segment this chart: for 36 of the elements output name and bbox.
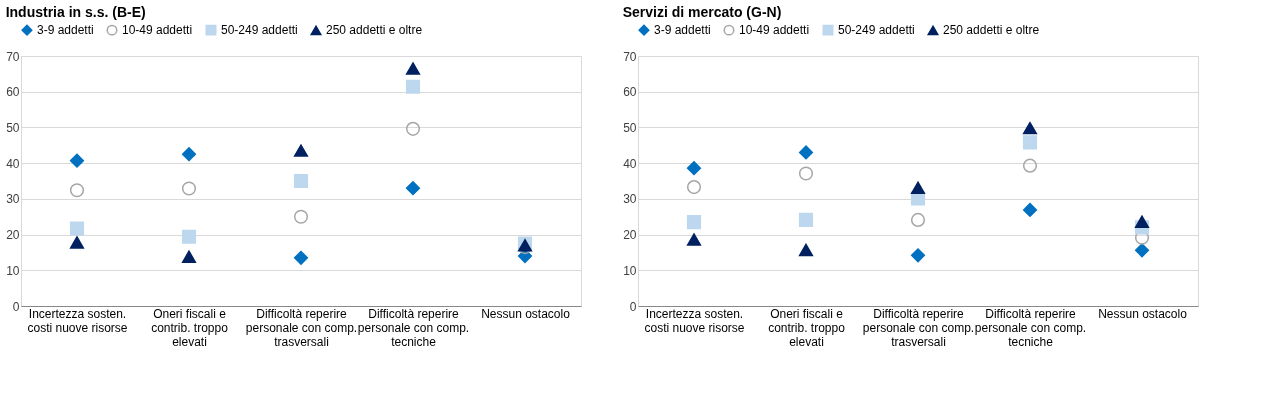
x-tick-label: Oneri fiscali e contrib. troppo elevati <box>151 306 229 349</box>
y-tick-label: 70 <box>623 49 637 64</box>
x-tick-label: Difficoltà reperire personale con comp. tecniche <box>357 306 470 349</box>
x-tick-label: Incertezza sosten. costi nuove risorse <box>644 306 745 335</box>
y-tick-label: 60 <box>6 85 20 100</box>
legend-label: 10-49 addetti <box>739 23 810 38</box>
y-tick-label: 60 <box>623 85 637 100</box>
y-tick-label: 70 <box>6 49 20 64</box>
y-tick-label: 0 <box>12 299 20 314</box>
y-tick-label: 20 <box>6 228 20 243</box>
legend-label: 3-9 addetti <box>37 23 94 38</box>
y-tick-label: 50 <box>623 120 637 135</box>
y-tick-label: 20 <box>623 228 637 243</box>
chart-title: Servizi di mercato (G-N) <box>622 4 782 20</box>
y-tick-label: 30 <box>623 192 637 207</box>
legend-label: 10-49 addetti <box>122 23 193 38</box>
legend-label: 250 addetti e oltre <box>326 23 423 38</box>
y-tick-label: 50 <box>6 120 20 135</box>
legend-label: 50-249 addetti <box>221 23 298 38</box>
y-tick-label: 40 <box>623 156 637 171</box>
y-tick-label: 40 <box>6 156 20 171</box>
legend-label: 3-9 addetti <box>654 23 711 38</box>
y-tick-label: 0 <box>629 299 637 314</box>
legend-label: 50-249 addetti <box>838 23 915 38</box>
x-tick-label: Oneri fiscali e contrib. troppo elevati <box>768 306 846 349</box>
x-tick-label: Difficoltà reperire personale con comp. trasversali <box>862 306 975 349</box>
y-tick-label: 30 <box>6 192 20 207</box>
x-tick-label: Nessun ostacolo <box>481 306 571 321</box>
chart-title: Industria in s.s. (B-E) <box>5 4 146 20</box>
x-tick-label: Incertezza sosten. costi nuove risorse <box>27 306 128 335</box>
x-tick-label: Difficoltà reperire personale con comp. tecniche <box>974 306 1087 349</box>
y-tick-label: 10 <box>623 263 637 278</box>
x-tick-label: Nessun ostacolo <box>1098 306 1188 321</box>
legend-label: 250 addetti e oltre <box>943 23 1040 38</box>
y-tick-label: 10 <box>6 263 20 278</box>
x-tick-label: Difficoltà reperire personale con comp. trasversali <box>245 306 358 349</box>
